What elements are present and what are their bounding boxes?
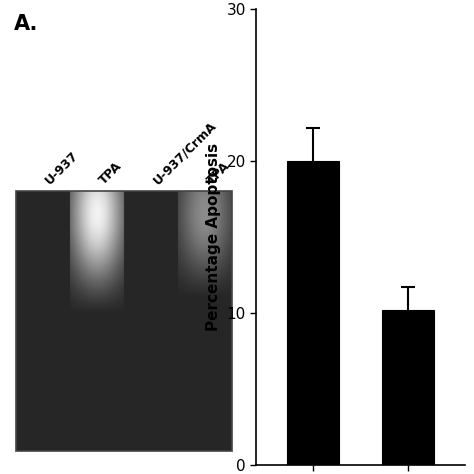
Text: A.: A. bbox=[14, 14, 38, 34]
Text: TPA: TPA bbox=[97, 159, 125, 187]
Text: TPA: TPA bbox=[205, 159, 233, 187]
Text: U-937: U-937 bbox=[43, 149, 82, 187]
Text: U-937/CrmA: U-937/CrmA bbox=[151, 118, 219, 187]
Bar bbox=[382, 310, 434, 465]
Y-axis label: Percentage Apoptosis: Percentage Apoptosis bbox=[206, 143, 221, 331]
Bar bbox=[17, 191, 232, 451]
Bar bbox=[287, 161, 339, 465]
